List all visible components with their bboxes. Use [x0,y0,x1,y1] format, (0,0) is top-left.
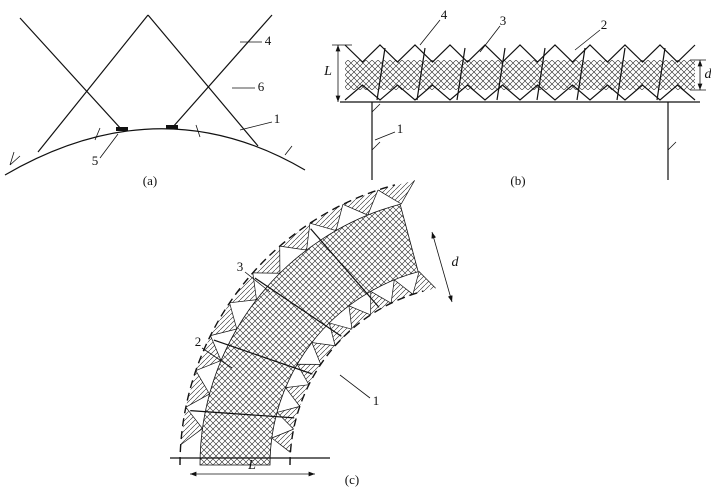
zigzag-bottom [344,84,696,101]
bar [19,17,123,131]
panel-c: L d 3 2 1 (c) [170,180,460,487]
bar [171,14,273,129]
callout: 3 [237,259,244,274]
cross-member [456,47,466,101]
tooth [412,270,436,295]
cross-member [496,47,506,101]
tooth [279,223,311,251]
walls [371,102,669,180]
dim-line [431,231,453,303]
dimension: L [247,458,256,473]
cross-member [616,47,626,101]
hatched-band [345,60,695,90]
panel-a: 4 6 1 5 (a) [4,14,306,188]
callout: 2 [601,17,608,32]
panel-label: (a) [143,173,157,188]
callout: 2 [195,334,202,349]
cross-member [576,47,586,101]
tooth [252,246,281,274]
outer-dashed [179,184,396,466]
callout: 4 [441,7,448,22]
cross-member [376,47,386,101]
callout: 4 [265,33,272,48]
cross-member [416,47,426,101]
weld [166,125,178,129]
tooth [185,370,210,408]
callout: 1 [397,121,404,136]
cross-member [536,47,546,101]
dim-ext [332,44,706,91]
support-marks [371,103,677,151]
joint-line [213,339,313,375]
joint-line [310,228,380,308]
callout: 6 [258,79,265,94]
callout: 3 [500,13,507,28]
tooth [271,428,294,453]
tooth [180,406,203,446]
bar [37,14,149,153]
dimension: d [452,255,460,270]
tooth [311,342,336,365]
tooth [348,305,371,330]
bar [147,14,259,147]
tooth [210,302,238,336]
zigzag-top [344,44,696,63]
arc-surface [4,128,306,176]
tooth [195,335,222,371]
leaders [99,41,273,159]
panel-label: (b) [510,173,525,188]
dimension: d [705,67,711,82]
weld [116,127,128,131]
leaders [374,19,601,141]
support-marks [9,124,293,166]
joint-line [254,277,342,337]
tooth [276,406,300,430]
tooth [229,272,257,304]
hatched-band [199,203,419,466]
tooth [284,384,309,407]
callout: 5 [92,153,99,168]
tooth [377,180,415,205]
callout: 1 [274,111,281,126]
tooth [328,322,353,346]
cross-member [656,47,666,101]
panel-label: (c) [345,472,359,487]
tooth [342,189,379,216]
tooth [296,363,321,385]
joint-line [190,410,295,419]
dimension: L [323,64,332,79]
tooth [309,204,344,232]
callout: 1 [373,393,380,408]
panel-b: L d 4 3 2 1 (b) [323,7,711,188]
tooth [390,279,414,304]
tooth [370,290,392,315]
